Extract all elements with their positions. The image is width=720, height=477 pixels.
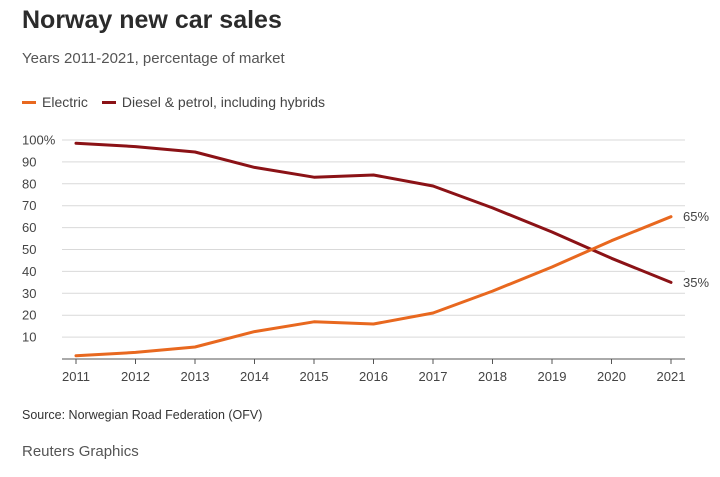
x-tick-label-2016: 2016 [359,369,388,384]
source-note: Source: Norwegian Road Federation (OFV) [22,408,263,422]
x-tick-label-2019: 2019 [538,369,567,384]
x-tick-label-2014: 2014 [240,369,269,384]
x-tick-label-2020: 2020 [597,369,626,384]
y-tick-label-10: 10 [22,330,36,345]
x-tick-label-2012: 2012 [121,369,150,384]
legend: Electric Diesel & petrol, including hybr… [22,94,339,110]
chart-subtitle: Years 2011-2021, percentage of market [22,50,285,67]
y-tick-label-40: 40 [22,264,36,279]
legend-label-diesel-petrol: Diesel & petrol, including hybrids [121,94,326,110]
legend-swatch-diesel-petrol [101,100,116,104]
y-tick-label-50: 50 [22,242,36,257]
y-tick-label-60: 60 [22,220,36,235]
y-tick-label-20: 20 [22,308,36,323]
y-tick-label-70: 70 [22,198,36,213]
end-label-electric: 65% [683,209,709,224]
series-line-electric [74,215,673,358]
x-tick-label-2018: 2018 [478,369,507,384]
series-line-diesel-petrol [74,141,673,284]
x-tick-label-2021: 2021 [657,369,686,384]
y-tick-label-100: 100% [22,133,56,148]
y-tick-label-90: 90 [22,154,36,169]
end-label-diesel-petrol: 35% [683,275,709,290]
legend-item-diesel-petrol: Diesel & petrol, including hybrids [101,94,326,110]
y-tick-label-80: 80 [22,176,36,191]
legend-swatch-electric [22,100,36,104]
y-tick-label-30: 30 [22,286,36,301]
line-chart: 10 20 30 40 50 60 70 80 90 100% 2011 2012 2013 2014 20… [22,133,709,385]
x-tick-label-2011: 2011 [62,369,90,384]
credit: Reuters Graphics [22,443,139,460]
x-tick-label-2013: 2013 [181,369,210,384]
legend-label-electric: Electric [42,94,88,110]
x-tick-label-2015: 2015 [300,369,329,384]
chart-title: Norway new car sales [22,6,282,34]
x-tick-label-2017: 2017 [419,369,448,384]
legend-item-electric: Electric [22,94,88,110]
